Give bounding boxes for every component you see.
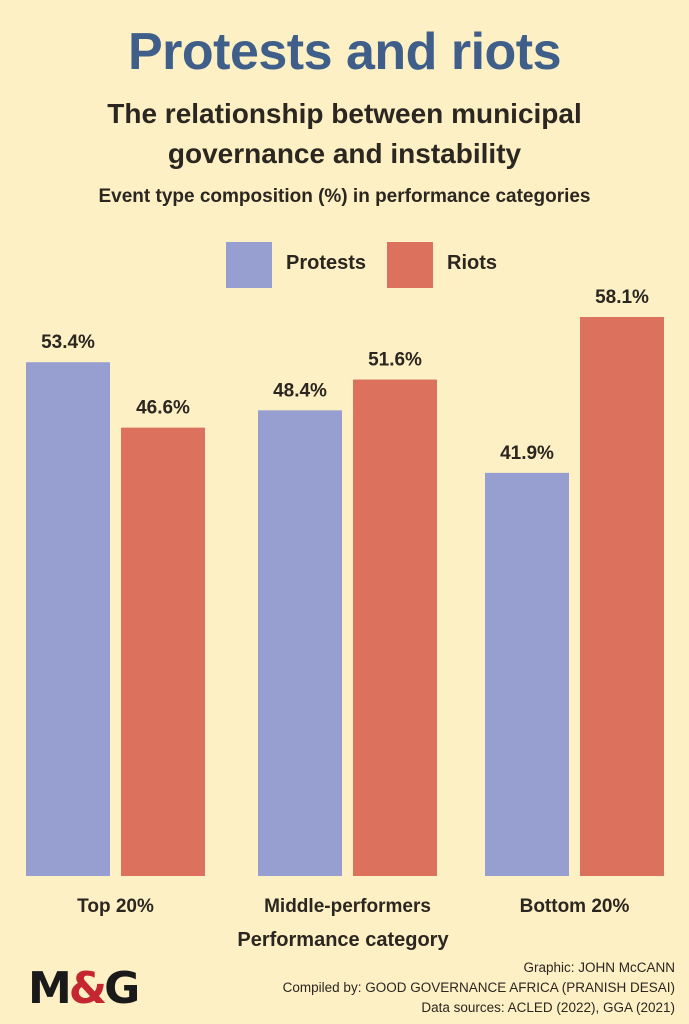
- data-label-protests-2: 41.9%: [500, 443, 554, 464]
- legend-swatch-protests: [226, 242, 272, 288]
- bar-riots-0: [121, 427, 205, 876]
- data-label-protests-0: 53.4%: [41, 332, 95, 353]
- bar-protests-0: [26, 362, 110, 876]
- legend: Protests Riots: [0, 242, 689, 290]
- chart-subtitle: The relationship between municipal gover…: [0, 94, 689, 174]
- footer-sources: Data sources: ACLED (2022), GGA (2021): [421, 1000, 675, 1015]
- chart-description: Event type composition (%) in performanc…: [98, 186, 591, 207]
- bar-protests-2: [485, 472, 569, 876]
- data-label-riots-0: 46.6%: [136, 398, 190, 419]
- legend-label-protests: Protests: [286, 252, 367, 274]
- chart-title: Protests and riots: [127, 23, 562, 81]
- category-label-2: Bottom 20%: [520, 896, 630, 917]
- footer-credits: Graphic: JOHN McCANN Compiled by: GOOD G…: [283, 958, 675, 1018]
- subtitle-line-2: governance and instability: [167, 138, 522, 169]
- footer-compiled: Compiled by: GOOD GOVERNANCE AFRICA (PRA…: [282, 980, 675, 995]
- bar-riots-2: [580, 317, 664, 876]
- data-label-riots-1: 51.6%: [368, 350, 422, 371]
- bar-riots-1: [353, 379, 437, 876]
- x-axis-label: Performance category: [237, 929, 449, 951]
- data-label-protests-1: 48.4%: [273, 380, 327, 401]
- legend-swatch-riots: [387, 242, 433, 288]
- category-label-1: Middle-performers: [264, 896, 431, 917]
- footer-graphic: Graphic: JOHN McCANN: [523, 960, 675, 975]
- bar-protests-1: [258, 410, 342, 876]
- data-label-riots-2: 58.1%: [595, 287, 649, 308]
- subtitle-line-1: The relationship between municipal: [107, 98, 582, 129]
- mg-logo: M&G: [28, 963, 140, 1014]
- category-label-0: Top 20%: [77, 896, 154, 917]
- legend-label-riots: Riots: [447, 252, 497, 274]
